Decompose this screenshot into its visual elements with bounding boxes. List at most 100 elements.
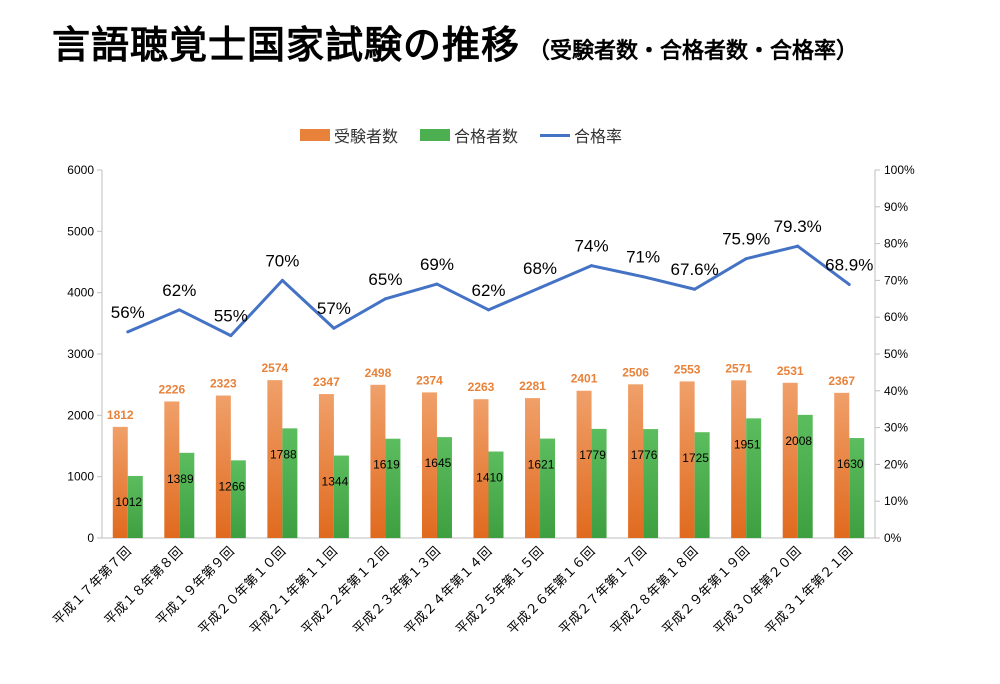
x-tick-label: 平成３１年第２１回 (763, 544, 856, 637)
bar-label-passers: 1410 (476, 471, 503, 485)
bar-examinees (834, 392, 850, 538)
y-tick-label: 2000 (67, 408, 94, 422)
bar-label-examinees: 2571 (725, 361, 752, 375)
x-tick-label: 平成２６年第１６回 (505, 544, 598, 637)
line-label-rate: 71% (626, 248, 660, 267)
line-point-rate (332, 326, 336, 330)
bar-label-examinees: 2401 (571, 372, 598, 386)
bar-examinees (473, 399, 489, 538)
bar-label-passers: 1645 (425, 456, 452, 470)
bar-examinees (782, 382, 798, 538)
y-tick-label: 0 (87, 531, 94, 545)
bar-examinees (267, 380, 283, 538)
legend-swatch-examinees (300, 129, 330, 141)
chart-title: 言語聴覚士国家試験の推移 （受験者数・合格者数・合格率） (52, 14, 858, 69)
line-point-rate (641, 275, 645, 279)
bar-examinees (576, 390, 592, 538)
x-tick-label: 平成２７年第１７回 (557, 544, 650, 637)
bar-label-examinees: 2506 (622, 365, 649, 379)
x-tick-label: 平成２９年第１９回 (660, 544, 753, 637)
line-label-rate: 67.6% (671, 260, 719, 279)
bar-passers (849, 438, 865, 538)
line-point-rate (487, 308, 490, 312)
line-label-rate: 69% (420, 255, 454, 274)
bar-examinees (164, 401, 180, 538)
line-point-rate (796, 244, 800, 248)
y2-tick-label: 10% (884, 494, 908, 508)
bar-label-passers: 1389 (167, 472, 194, 486)
x-tick-label: 平成２３年第１３回 (350, 544, 443, 637)
bar-label-examinees: 2347 (313, 375, 340, 389)
legend-swatch-passers (420, 129, 451, 141)
bar-label-examinees: 2574 (262, 361, 289, 375)
bar-examinees (731, 380, 747, 538)
line-label-rate: 62% (162, 281, 196, 300)
line-point-rate (693, 287, 697, 291)
y2-tick-label: 0% (884, 531, 902, 545)
x-tick-label: 平成２４年第１４回 (402, 544, 495, 637)
line-point-rate (383, 297, 387, 301)
bar-label-passers: 1776 (631, 448, 658, 462)
bar-label-examinees: 2323 (210, 377, 237, 391)
x-tick-label: 平成２１年第１１回 (247, 544, 340, 637)
bar-passers (282, 428, 298, 538)
x-tick-label: 平成２０年第１０回 (196, 544, 289, 637)
line-label-rate: 74% (575, 237, 609, 256)
bar-passers (643, 429, 659, 538)
bar-passers (333, 455, 349, 538)
y2-tick-label: 70% (884, 273, 908, 287)
chart-legend: 受験者数 合格者数 合格率 (300, 123, 622, 147)
chart-title-sub: （受験者数・合格者数・合格率） (528, 39, 859, 64)
line-point-rate (126, 330, 130, 334)
x-tick-label: 平成３０年第２０回 (711, 544, 804, 637)
bar-label-examinees: 2498 (365, 366, 392, 380)
bar-passers (179, 452, 195, 538)
x-tick-label: 平成２５年第１５回 (454, 544, 547, 637)
bar-label-examinees: 2553 (674, 362, 701, 376)
y-tick-label: 3000 (67, 347, 94, 361)
bar-label-passers: 2008 (785, 434, 812, 448)
line-label-rate: 68% (523, 259, 557, 278)
line-label-rate: 56% (111, 303, 145, 322)
bar-examinees (628, 384, 644, 538)
chart-title-main: 言語聴覚士国家試験の推移 (52, 23, 521, 67)
bar-label-examinees: 2367 (828, 374, 855, 388)
bar-label-examinees: 2531 (777, 364, 804, 378)
bar-label-examinees: 1812 (107, 408, 134, 422)
x-tick-label: 平成２８年第１８回 (608, 544, 701, 637)
bar-passers (694, 432, 710, 538)
bar-passers (230, 460, 246, 538)
legend-swatch-rate (540, 133, 571, 137)
line-point-rate (177, 308, 181, 312)
line-label-rate: 79.3% (774, 217, 822, 236)
line-point-rate (538, 286, 542, 290)
bar-label-passers: 1951 (734, 437, 761, 451)
bar-label-examinees: 2263 (468, 380, 495, 394)
bar-passers (385, 438, 401, 538)
bar-label-passers: 1779 (579, 448, 606, 462)
bar-label-passers: 1630 (837, 457, 864, 471)
bar-passers (591, 428, 607, 538)
line-label-rate: 65% (368, 270, 402, 289)
bar-label-passers: 1725 (682, 451, 709, 465)
bar-label-passers: 1266 (218, 479, 245, 493)
y2-tick-label: 20% (884, 457, 908, 471)
line-point-rate (744, 257, 748, 261)
line-label-rate: 75.9% (722, 230, 770, 249)
bar-label-examinees: 2226 (158, 382, 185, 396)
bar-label-passers: 1788 (270, 447, 297, 461)
line-label-rate: 70% (265, 251, 299, 270)
line-point-rate (229, 334, 233, 338)
bar-passers (436, 437, 452, 538)
y-tick-label: 1000 (67, 470, 94, 484)
line-label-rate: 55% (214, 307, 248, 326)
legend-label-examinees: 受験者数 (334, 127, 399, 146)
y2-tick-label: 30% (884, 421, 908, 435)
bar-label-passers: 1621 (528, 458, 555, 472)
y2-tick-label: 80% (884, 237, 908, 251)
y2-tick-label: 60% (884, 310, 908, 324)
line-point-rate (280, 278, 284, 282)
bar-passers (797, 414, 813, 538)
line-label-rate: 62% (471, 281, 505, 300)
y-tick-label: 5000 (67, 224, 94, 238)
